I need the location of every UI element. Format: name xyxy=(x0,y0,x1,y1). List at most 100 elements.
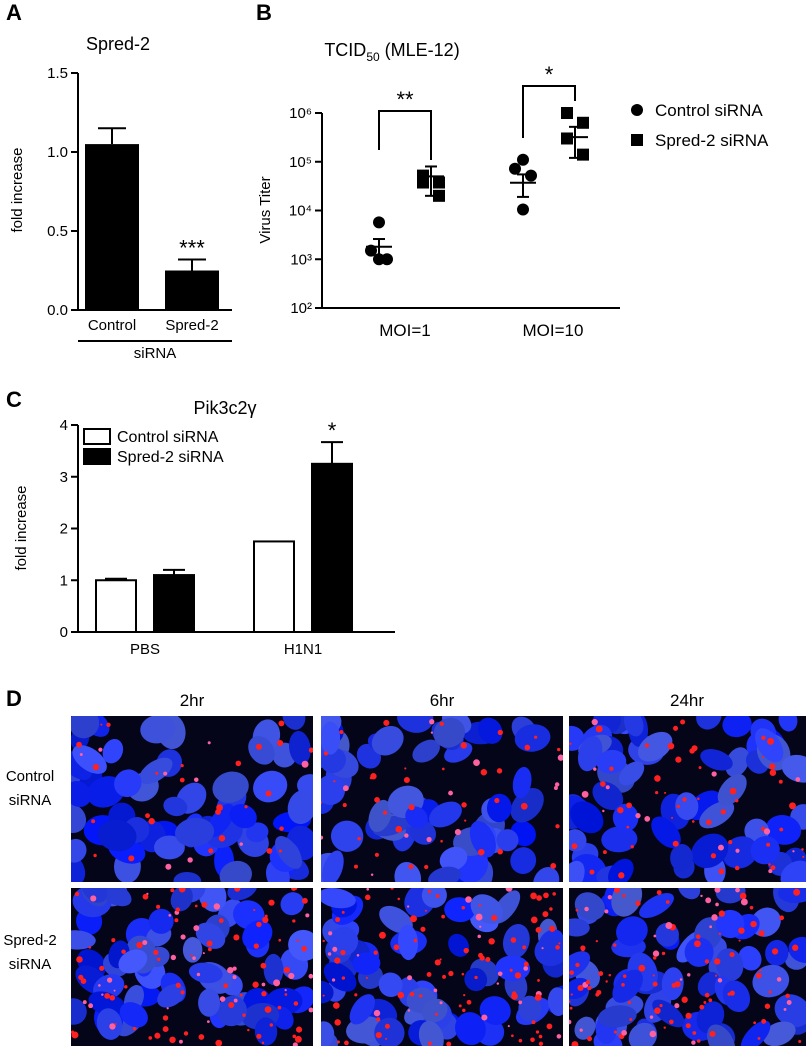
signal xyxy=(604,909,609,914)
signal xyxy=(239,993,243,997)
data-point xyxy=(517,153,529,166)
signal xyxy=(696,1039,701,1043)
nucleus xyxy=(321,1021,335,1046)
nucleus xyxy=(592,781,624,811)
signal xyxy=(729,787,737,795)
nucleus xyxy=(114,769,142,798)
signal xyxy=(397,897,401,901)
signal xyxy=(71,1031,79,1039)
nucleus xyxy=(246,822,269,843)
signal xyxy=(700,894,703,898)
signal xyxy=(518,1038,523,1043)
signal xyxy=(341,976,346,980)
signal xyxy=(90,895,97,902)
nucleus xyxy=(598,1005,637,1028)
nucleus xyxy=(651,816,681,849)
signal xyxy=(681,996,688,1003)
signal xyxy=(215,809,221,815)
signal xyxy=(327,952,332,956)
signal xyxy=(397,991,405,999)
signal xyxy=(106,722,111,728)
signal xyxy=(571,843,578,850)
signal xyxy=(265,790,272,797)
signal xyxy=(242,1013,246,1017)
signal xyxy=(279,826,284,831)
signal xyxy=(404,767,407,770)
signal xyxy=(206,940,213,947)
signal xyxy=(353,864,358,869)
nucleus xyxy=(514,724,551,752)
signal xyxy=(669,1019,674,1025)
signal xyxy=(587,985,592,991)
signal xyxy=(617,806,624,814)
nucleus xyxy=(71,780,92,808)
nucleus xyxy=(321,721,341,755)
signal xyxy=(644,743,650,748)
signal xyxy=(335,917,341,923)
signal xyxy=(766,842,771,847)
nucleus xyxy=(174,817,215,847)
nucleus xyxy=(574,1016,596,1040)
nucleus xyxy=(321,888,356,909)
signal xyxy=(439,958,442,961)
nucleus xyxy=(486,793,512,823)
signal xyxy=(406,905,410,908)
signal xyxy=(708,998,713,1003)
nucleus xyxy=(628,1022,657,1046)
signal xyxy=(691,1040,696,1045)
signal xyxy=(322,994,325,997)
nucleus xyxy=(752,964,790,998)
signal xyxy=(273,979,281,987)
signal xyxy=(142,893,149,900)
y-tick-label: 10⁵ xyxy=(289,154,312,171)
signal xyxy=(460,742,467,749)
nucleus xyxy=(722,716,752,738)
signal xyxy=(569,1000,571,1003)
signal xyxy=(629,1017,633,1022)
nucleus xyxy=(397,924,419,961)
nucleus xyxy=(570,801,604,834)
signal xyxy=(626,825,630,829)
nucleus xyxy=(479,996,511,1025)
signal xyxy=(301,897,308,904)
signal xyxy=(538,1034,543,1039)
y-axis-label: fold increase xyxy=(13,485,30,570)
signal xyxy=(334,957,341,964)
signal xyxy=(697,797,700,801)
signal xyxy=(667,742,675,750)
signal xyxy=(534,735,538,739)
signal xyxy=(305,913,310,918)
nucleus xyxy=(677,888,701,900)
signal xyxy=(738,939,741,942)
signal xyxy=(695,934,701,940)
signal xyxy=(403,776,410,783)
signal xyxy=(284,968,288,973)
signal xyxy=(734,865,740,871)
signal xyxy=(333,780,336,783)
nucleus xyxy=(195,922,226,949)
signal xyxy=(232,975,237,980)
nucleus xyxy=(439,846,468,871)
nucleus xyxy=(216,995,247,1027)
signal xyxy=(419,994,423,998)
signal xyxy=(420,926,426,932)
nucleus xyxy=(418,1020,444,1046)
signal xyxy=(761,735,766,741)
signal xyxy=(175,907,181,912)
signal xyxy=(239,842,243,846)
signal xyxy=(671,816,674,819)
nucleus xyxy=(253,770,288,803)
signal xyxy=(373,1009,381,1017)
signal xyxy=(542,911,549,918)
signal xyxy=(557,747,561,752)
signal xyxy=(253,943,259,949)
signal xyxy=(757,1036,761,1040)
signal xyxy=(649,1015,654,1019)
signal xyxy=(704,959,710,964)
signal xyxy=(132,1026,137,1031)
signal xyxy=(676,804,681,809)
nucleus xyxy=(623,716,644,737)
signal xyxy=(768,990,772,994)
significance-bracket xyxy=(522,85,576,138)
signal xyxy=(664,791,667,794)
